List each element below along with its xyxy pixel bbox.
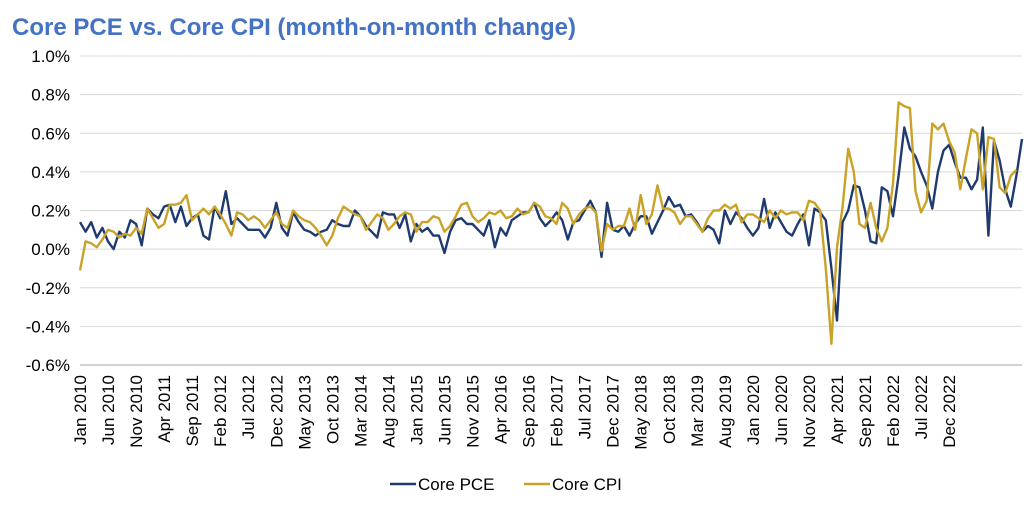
legend-label-core-cpi: Core CPI: [552, 475, 622, 494]
x-tick-label: Feb 2017: [548, 375, 567, 447]
y-tick-label: -0.4%: [26, 317, 70, 336]
x-tick-label: Dec 2022: [940, 375, 959, 448]
x-tick-label: Oct 2018: [660, 375, 679, 444]
x-axis-ticks: Jan 2010 Jun 2010 Nov 2010 Apr 2011 Sep 2011…: [71, 375, 959, 450]
chart-title: Core PCE vs. Core CPI (month-on-month ch…: [12, 14, 577, 41]
y-tick-label: 0.2%: [31, 202, 70, 221]
legend: Core PCE Core CPI: [390, 475, 622, 494]
x-tick-label: Apr 2021: [828, 375, 847, 444]
x-tick-label: Jun 2020: [772, 375, 791, 445]
series-line-core-cpi: [78, 101, 1018, 345]
x-tick-label: Sep 2016: [520, 375, 539, 448]
x-tick-label: Apr 2016: [492, 375, 511, 444]
x-tick-label: Nov 2010: [127, 375, 146, 448]
y-axis-ticks: 1.0% 0.8% 0.6% 0.4% 0.2% 0.0% -0.2% -0.4% -0.6%: [26, 47, 70, 375]
y-tick-label: 0.4%: [31, 163, 70, 182]
y-tick-label: 0.6%: [31, 124, 70, 143]
x-tick-label: Jun 2010: [99, 375, 118, 445]
y-tick-label: 1.0%: [31, 47, 70, 66]
series-lines: [78, 101, 1024, 345]
x-tick-label: Jan 2015: [407, 375, 426, 445]
x-tick-label: Mar 2014: [351, 375, 370, 447]
y-tick-label: -0.6%: [26, 356, 70, 375]
series-line-core-pce: [78, 126, 1024, 322]
x-tick-label: Jul 2012: [239, 375, 258, 439]
x-tick-label: Jan 2020: [744, 375, 763, 445]
x-tick-label: Jan 2010: [71, 375, 90, 445]
x-tick-label: Sep 2021: [856, 375, 875, 448]
x-tick-label: Aug 2014: [379, 375, 398, 448]
x-tick-label: Oct 2013: [323, 375, 342, 444]
x-tick-label: May 2013: [295, 375, 314, 450]
x-tick-label: Feb 2022: [884, 375, 903, 447]
x-tick-label: Nov 2020: [800, 375, 819, 448]
x-tick-label: May 2018: [632, 375, 651, 450]
y-tick-label: 0.0%: [31, 240, 70, 259]
x-tick-label: Mar 2019: [688, 375, 707, 447]
x-tick-label: Nov 2015: [464, 375, 483, 448]
x-tick-label: Jul 2022: [912, 375, 931, 439]
y-tick-label: 0.8%: [31, 86, 70, 105]
x-tick-label: Dec 2012: [267, 375, 286, 448]
x-tick-label: Feb 2012: [211, 375, 230, 447]
legend-label-core-pce: Core PCE: [418, 475, 495, 494]
y-tick-label: -0.2%: [26, 279, 70, 298]
x-tick-label: Jun 2015: [435, 375, 454, 445]
x-tick-label: Dec 2017: [604, 375, 623, 448]
x-tick-label: Aug 2019: [716, 375, 735, 448]
x-tick-label: Apr 2011: [155, 375, 174, 443]
x-tick-label: Sep 2011: [183, 375, 202, 447]
x-tick-label: Jul 2017: [576, 375, 595, 439]
